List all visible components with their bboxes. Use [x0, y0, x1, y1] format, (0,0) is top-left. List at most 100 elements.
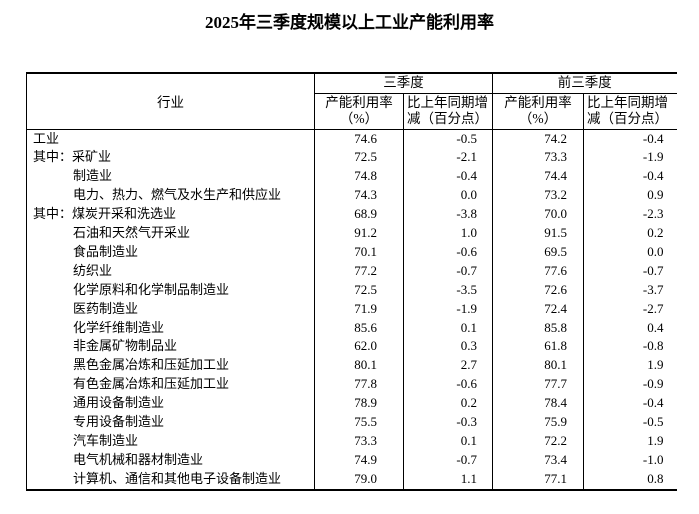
- industry-cell: 制造业: [26, 167, 315, 187]
- table-body: 工业 74.6 -0.5 74.2 -0.4 其中：采矿业 72.5 -2.1 73.3 -1.9…: [26, 129, 677, 490]
- industry-prefix: 其中：: [33, 206, 73, 222]
- first3q-utilization-cell: 70.0: [492, 205, 584, 225]
- industry-name: 电气机械和器材制造业: [73, 451, 204, 467]
- industry-name: 黑色金属冶炼和压延加工业: [73, 357, 230, 373]
- q3-utilization-cell: 78.9: [314, 394, 404, 414]
- first3q-change-cell: -0.4: [642, 395, 664, 411]
- industry-name: 有色金属冶炼和压延加工业: [73, 376, 230, 392]
- table-row: 电力、热力、燃气及水生产和供应业 74.3 0.0 73.2 0.9: [26, 186, 677, 206]
- first3q-utilization-cell: 74.2: [492, 129, 584, 149]
- q3-utilization-cell: 72.5: [314, 148, 404, 168]
- first3q-utilization-cell: 72.2: [492, 432, 584, 451]
- q3-change-cell: 0.1: [403, 432, 493, 451]
- first3q-change-cell: -0.9: [642, 376, 664, 392]
- q3-change-cell: -0.4: [403, 167, 493, 187]
- first3q-change-cell: -3.7: [642, 281, 664, 297]
- first3q-change-cell: -2.3: [642, 206, 664, 222]
- q3-change-cell: -0.7: [403, 261, 493, 281]
- industry-name: 工业: [33, 130, 60, 146]
- first3q-change-cell: -2.7: [642, 300, 664, 316]
- q3-utilization-cell: 62.0: [314, 337, 404, 357]
- industry-name: 非金属矿物制品业: [73, 338, 178, 354]
- industry-name: 石油和天然气开采业: [73, 225, 191, 241]
- q3-utilization-cell: 75.5: [314, 413, 404, 432]
- industry-name: 煤炭开采和洗选业: [72, 206, 177, 222]
- industry-prefix: 其中：: [33, 149, 73, 165]
- first3q-utilization-cell: 77.6: [492, 261, 584, 281]
- industry-cell: 纺织业: [26, 261, 315, 281]
- first3q-change-cell: -1.0: [642, 451, 664, 467]
- industry-cell: 其中：煤炭开采和洗选业: [26, 205, 315, 225]
- q3-change-cell: 0.1: [403, 318, 493, 338]
- q3-change-cell: -2.1: [403, 148, 493, 168]
- q3-change-cell: -0.6: [403, 375, 493, 395]
- q3-utilization-cell: 85.6: [314, 318, 404, 338]
- industry-cell: 石油和天然气开采业: [26, 224, 315, 243]
- table-row: 其中：煤炭开采和洗选业 68.9 -3.8 70.0 -2.3: [26, 205, 677, 225]
- table-header: 行业 三季度 前三季度 产能利用率（%） 比上年同期增减（百分点） 产能利用率（…: [26, 73, 677, 130]
- first3q-change-cell: 0.4: [647, 319, 664, 335]
- q3-change-cell: 0.3: [403, 337, 493, 357]
- page-title: 2025年三季度规模以上工业产能利用率: [205, 13, 494, 32]
- industry-cell: 工业: [26, 129, 315, 149]
- industry-cell: 专用设备制造业: [26, 413, 315, 432]
- q3-change-cell: -0.5: [403, 129, 493, 149]
- industry-cell: 电气机械和器材制造业: [26, 450, 315, 470]
- industry-cell: 食品制造业: [26, 242, 315, 262]
- q3-utilization-cell: 77.8: [314, 375, 404, 395]
- column-header-first3q-utilization: 产能利用率（%）: [492, 93, 584, 130]
- industry-cell: 通用设备制造业: [26, 394, 315, 414]
- first3q-change-cell: 0.9: [647, 187, 664, 203]
- q3-change-cell: 1.0: [403, 224, 493, 243]
- q3-utilization-cell: 91.2: [314, 224, 404, 243]
- industry-name: 电力、热力、燃气及水生产和供应业: [73, 187, 282, 203]
- q3-utilization-cell: 68.9: [314, 205, 404, 225]
- table-row: 石油和天然气开采业 91.2 1.0 91.5 0.2: [26, 224, 677, 243]
- table-row: 黑色金属冶炼和压延加工业 80.1 2.7 80.1 1.9: [26, 356, 677, 376]
- first3q-change-cell: -1.9: [642, 149, 664, 165]
- q3-utilization-cell: 74.8: [314, 167, 404, 187]
- table-row: 专用设备制造业 75.5 -0.3 75.9 -0.5: [26, 413, 677, 432]
- first3q-utilization-cell: 69.5: [492, 242, 584, 262]
- first3q-utilization-cell: 61.8: [492, 337, 584, 357]
- q3-utilization-cell: 74.3: [314, 186, 404, 206]
- first3q-change-cell: 0.0: [647, 243, 664, 259]
- q3-change-cell: 2.7: [403, 356, 493, 376]
- q3-utilization-cell: 74.6: [314, 129, 404, 149]
- table-row: 化学原料和化学制品制造业 72.5 -3.5 72.6 -3.7: [26, 280, 677, 300]
- first3q-utilization-cell: 73.4: [492, 450, 584, 470]
- industry-name: 化学原料和化学制品制造业: [73, 281, 230, 297]
- q3-utilization-cell: 73.3: [314, 432, 404, 451]
- q3-utilization-cell: 70.1: [314, 242, 404, 262]
- first3q-utilization-cell: 77.1: [492, 469, 584, 490]
- table-row: 其中：采矿业 72.5 -2.1 73.3 -1.9: [26, 148, 677, 168]
- column-header-q3-change: 比上年同期增减（百分点）: [403, 93, 493, 130]
- first3q-utilization-cell: 85.8: [492, 318, 584, 338]
- first3q-change-cell: -0.7: [642, 262, 664, 278]
- first3q-change-cell: -0.4: [642, 130, 664, 146]
- table-row: 医药制造业 71.9 -1.9 72.4 -2.7: [26, 299, 677, 319]
- first3q-utilization-cell: 72.4: [492, 299, 584, 319]
- industry-name: 制造业: [73, 168, 113, 184]
- first3q-utilization-cell: 74.4: [492, 167, 584, 187]
- q3-change-cell: -0.3: [403, 413, 493, 432]
- industry-name: 食品制造业: [73, 243, 139, 259]
- industry-name: 计算机、通信和其他电子设备制造业: [73, 470, 282, 486]
- q3-utilization-cell: 74.9: [314, 450, 404, 470]
- first3q-utilization-cell: 75.9: [492, 413, 584, 432]
- q3-change-cell: -1.9: [403, 299, 493, 319]
- industry-cell: 汽车制造业: [26, 432, 315, 451]
- first3q-utilization-cell: 73.2: [492, 186, 584, 206]
- first3q-change-cell: 0.8: [647, 470, 664, 486]
- industry-cell: 黑色金属冶炼和压延加工业: [26, 356, 315, 376]
- capacity-utilization-table: 行业 三季度 前三季度 产能利用率（%） 比上年同期增减（百分点） 产能利用率（…: [26, 72, 677, 491]
- q3-change-cell: 0.0: [403, 186, 493, 206]
- industry-cell: 电力、热力、燃气及水生产和供应业: [26, 186, 315, 206]
- industry-name: 医药制造业: [73, 300, 139, 316]
- first3q-change-cell: 1.9: [647, 433, 664, 448]
- industry-name: 纺织业: [73, 262, 113, 278]
- first3q-change-cell: 1.9: [647, 357, 664, 373]
- first3q-utilization-cell: 78.4: [492, 394, 584, 414]
- industry-name: 通用设备制造业: [73, 395, 165, 411]
